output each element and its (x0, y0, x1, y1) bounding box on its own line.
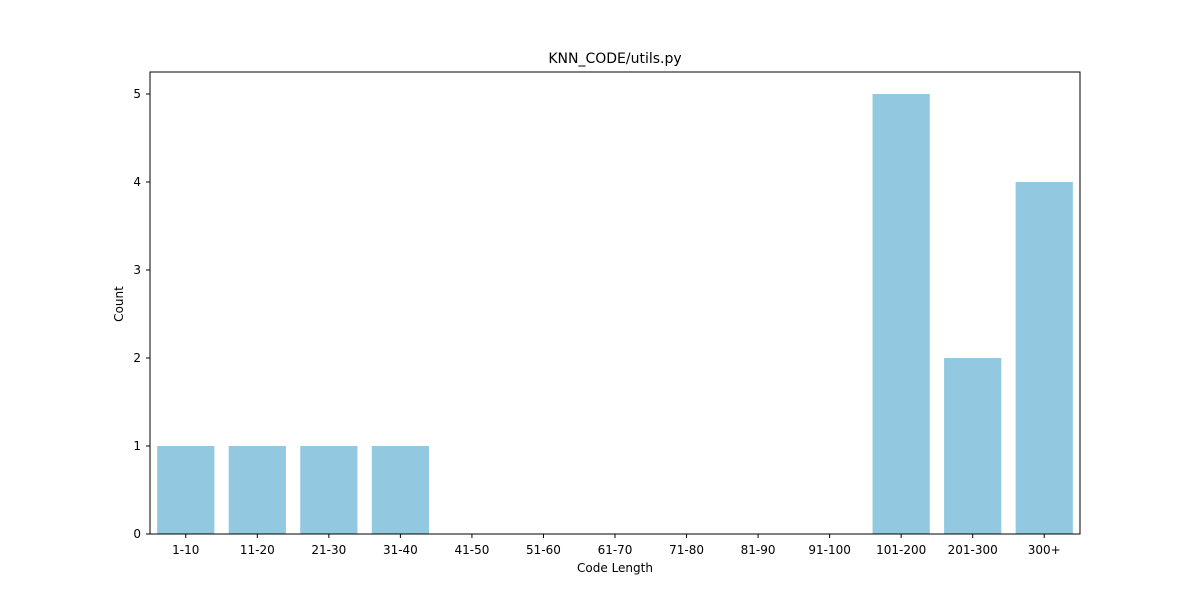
y-tick-label: 5 (133, 87, 141, 101)
x-tick-label: 71-80 (669, 543, 704, 557)
y-tick-label: 3 (133, 263, 141, 277)
x-tick-label: 11-20 (240, 543, 275, 557)
x-tick-label: 31-40 (383, 543, 418, 557)
x-tick-label: 1-10 (172, 543, 199, 557)
x-axis-ticks: 1-10 11-20 21-30 31-40 41-50 51-60 61-70 71-80 8… (172, 534, 1061, 557)
y-axis-label: Count (112, 286, 126, 322)
chart-title: KNN_CODE/utils.py (548, 51, 681, 67)
x-tick-label: 201-300 (948, 543, 998, 557)
x-tick-label: 91-100 (808, 543, 851, 557)
y-tick-label: 0 (133, 527, 141, 541)
bar-300+ (1015, 182, 1073, 534)
x-tick-label: 101-200 (876, 543, 926, 557)
x-tick-label: 300+ (1028, 543, 1061, 557)
bar-11-20 (228, 446, 286, 534)
x-tick-label: 61-70 (598, 543, 633, 557)
bar-31-40 (371, 446, 429, 534)
bar-101-200 (872, 94, 930, 534)
y-tick-label: 1 (133, 439, 141, 453)
y-axis-ticks: 0 1 2 3 4 5 (133, 87, 150, 541)
y-tick-label: 4 (133, 175, 141, 189)
x-tick-label: 41-50 (454, 543, 489, 557)
bar-1-10 (157, 446, 215, 534)
x-axis-label: Code Length (577, 561, 653, 575)
x-tick-label: 51-60 (526, 543, 561, 557)
x-tick-label: 81-90 (741, 543, 776, 557)
bars-group (157, 94, 1073, 534)
x-tick-label: 21-30 (311, 543, 346, 557)
bar-201-300 (944, 358, 1002, 534)
y-tick-label: 2 (133, 351, 141, 365)
plot-frame (149, 71, 1081, 535)
bar-21-30 (300, 446, 358, 534)
